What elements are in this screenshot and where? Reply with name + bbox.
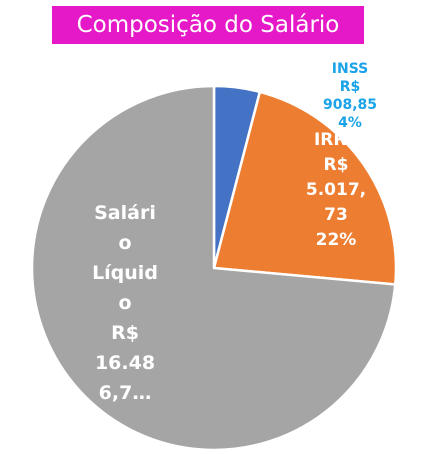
- pie-slice-irrf: [212, 90, 398, 286]
- pie-slice-sal-rio-l-quido: [30, 84, 397, 452]
- slice-label-irrf: IRRF R$ 5.017, 73 22%: [305, 130, 367, 250]
- slice-label-inss: INSS R$ 908,85 4%: [322, 61, 378, 131]
- slice-label-salario-liquido: Salári o Líquid o R$ 16.48 6,7…: [92, 202, 158, 404]
- chart-title: Composição do Salário: [52, 6, 364, 44]
